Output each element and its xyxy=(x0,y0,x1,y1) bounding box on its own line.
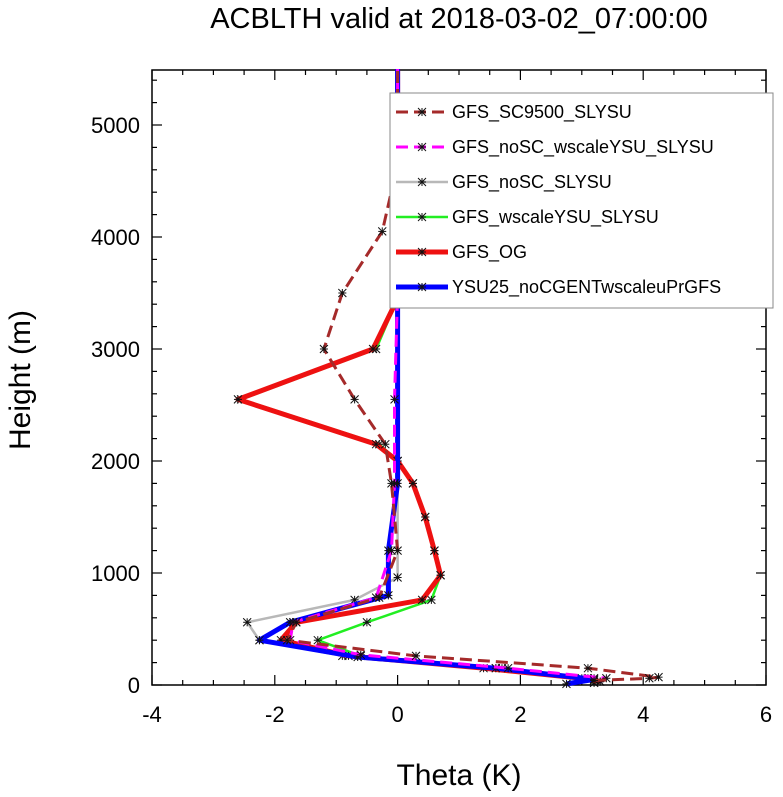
legend-item: GFS_SC9500_SLYSU xyxy=(396,102,632,123)
y-tick-label: 2000 xyxy=(91,449,140,474)
legend-label: GFS_OG xyxy=(452,242,527,263)
legend-item: GFS_noSC_SLYSU xyxy=(396,172,612,193)
data-point xyxy=(393,546,402,555)
data-point xyxy=(374,593,384,602)
data-point xyxy=(387,546,396,555)
legend-label: GFS_noSC_SLYSU xyxy=(452,172,612,193)
x-axis-title: Theta (K) xyxy=(396,759,521,792)
data-point xyxy=(282,635,292,645)
data-point xyxy=(350,595,359,605)
data-point xyxy=(384,591,393,600)
data-point xyxy=(430,546,439,555)
data-point xyxy=(390,395,399,404)
x-tick-label: 0 xyxy=(391,702,403,727)
legend-marker xyxy=(417,212,427,222)
legend-item: GFS_OG xyxy=(396,242,527,263)
data-point xyxy=(233,395,243,404)
data-point xyxy=(313,635,323,645)
legend-label: GFS_noSC_wscaleYSU_SLYSU xyxy=(452,137,714,158)
legend-label: YSU25_noCGENTwscaleuPrGFS xyxy=(452,277,721,298)
data-point xyxy=(368,344,378,354)
y-axis-title: Height (m) xyxy=(4,310,37,450)
data-point xyxy=(503,663,513,673)
data-point xyxy=(380,439,390,449)
data-point xyxy=(436,570,445,580)
data-point xyxy=(337,288,347,298)
data-point xyxy=(644,673,654,683)
data-point xyxy=(589,676,599,685)
data-point xyxy=(242,617,252,627)
data-point xyxy=(408,479,418,488)
legend-marker xyxy=(417,142,427,152)
x-tick-label: 4 xyxy=(637,702,649,727)
y-tick-label: 0 xyxy=(128,673,140,698)
legend-item: GFS_noSC_wscaleYSU_SLYSU xyxy=(396,137,714,158)
data-point xyxy=(393,573,402,582)
legend-label: GFS_SC9500_SLYSU xyxy=(452,102,632,123)
legend-item: YSU25_noCGENTwscaleuPrGFS xyxy=(396,277,721,298)
data-point xyxy=(291,617,301,627)
data-point xyxy=(356,650,366,660)
data-point xyxy=(255,635,264,645)
legend-marker xyxy=(417,177,427,187)
data-point xyxy=(562,679,571,689)
legend-marker xyxy=(417,282,427,292)
legend-marker xyxy=(417,247,427,257)
x-tick-label: -2 xyxy=(265,702,285,727)
data-point xyxy=(420,512,430,522)
data-point xyxy=(417,595,427,605)
data-point xyxy=(427,595,436,605)
data-point xyxy=(411,651,421,661)
x-tick-label: -4 xyxy=(142,702,162,727)
x-tick-label: 6 xyxy=(760,702,772,727)
legend: GFS_SC9500_SLYSU GFS_noSC_wscaleYSU_SLYSU… xyxy=(389,92,774,309)
x-tick-label: 2 xyxy=(514,702,526,727)
data-point xyxy=(319,344,329,354)
y-tick-label: 3000 xyxy=(91,337,140,362)
y-tick-label: 1000 xyxy=(91,561,140,586)
data-point xyxy=(654,672,663,682)
data-point xyxy=(371,439,381,449)
axes: -4 -2 0 2 4 6 0 1000 2000 3000 4000 5000 xyxy=(91,69,772,727)
data-point xyxy=(583,663,593,673)
data-point xyxy=(377,227,387,236)
legend-label: GFS_wscaleYSU_SLYSU xyxy=(452,207,659,228)
data-point xyxy=(362,617,372,627)
legend-marker xyxy=(417,107,427,117)
data-point xyxy=(350,395,359,404)
data-point xyxy=(387,479,396,488)
series-GFS_SC9500_SLYSU xyxy=(282,69,663,685)
y-tick-label: 5000 xyxy=(91,113,140,138)
legend-box xyxy=(389,92,774,309)
chart-title: ACBLTH valid at 2018-03-02_07:00:00 xyxy=(210,3,708,35)
y-tick-label: 4000 xyxy=(91,225,140,250)
legend-item: GFS_wscaleYSU_SLYSU xyxy=(396,207,659,228)
